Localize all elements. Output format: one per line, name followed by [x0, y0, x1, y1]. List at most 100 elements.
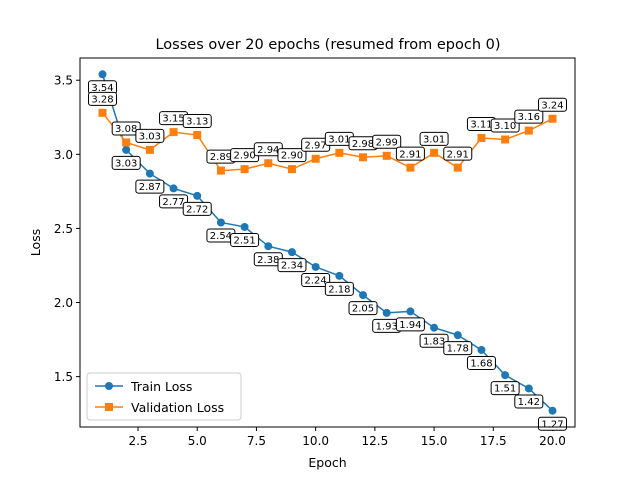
- chart-title: Losses over 20 epochs (resumed from epoc…: [155, 37, 500, 53]
- train-loss-label-box: [182, 201, 212, 216]
- train-loss-label-box: [230, 232, 260, 247]
- train-loss-point: [98, 70, 107, 79]
- y-tick-label: 1.5: [54, 370, 73, 384]
- train-loss-data-label: 1.68: [470, 359, 492, 370]
- y-tick-label: 3.5: [54, 74, 73, 88]
- train-loss-label-box: [111, 155, 141, 170]
- train-loss-data-label: 2.87: [139, 182, 161, 193]
- legend-validation-label: Validation Loss: [131, 400, 224, 415]
- validation-loss-label-box: [88, 91, 117, 106]
- validation-loss-point: [501, 135, 510, 144]
- validation-loss-data-label: 2.99: [376, 137, 398, 148]
- validation-loss-point: [264, 159, 273, 168]
- series-layer: [98, 70, 557, 415]
- train-loss-data-label: 1.93: [376, 321, 398, 332]
- train-loss-label-box: [395, 317, 425, 332]
- y-axis-label: Loss: [28, 229, 43, 256]
- x-tick-label: 17.5: [480, 434, 507, 448]
- validation-loss-point: [524, 126, 533, 135]
- validation-loss-data-label: 3.15: [162, 114, 184, 125]
- validation-loss-data-label: 3.11: [470, 120, 492, 131]
- validation-loss-data-label: 2.97: [305, 140, 327, 151]
- train-loss-point: [122, 145, 131, 154]
- train-loss-point: [430, 323, 439, 332]
- validation-loss-point: [169, 128, 178, 137]
- train-loss-label-box: [490, 381, 520, 396]
- validation-loss-data-label: 3.01: [423, 134, 445, 145]
- legend-train-label: Train Loss: [130, 379, 192, 394]
- data-labels: 3.54 3.03 2.872.772.72 2.54 2.512.382.342.24…: [88, 80, 567, 431]
- train-loss-label-box: [277, 258, 307, 273]
- legend-train-marker: [105, 382, 113, 390]
- x-tick-label: 2.5: [128, 434, 147, 448]
- train-loss-label-box: [324, 281, 354, 296]
- train-loss-data-label: 1.42: [518, 397, 540, 408]
- x-tick-label: 12.5: [362, 434, 389, 448]
- train-loss-data-label: 2.18: [328, 284, 350, 295]
- train-loss-label-box: [301, 272, 331, 287]
- y-tick-label: 2.5: [54, 222, 73, 236]
- validation-loss-point: [335, 148, 344, 157]
- train-loss-point: [524, 384, 533, 393]
- train-loss-data-label: 2.54: [210, 231, 232, 242]
- train-loss-data-label: 2.77: [162, 197, 184, 208]
- train-loss-data-label: 1.51: [494, 384, 516, 395]
- validation-loss-label-box: [395, 146, 425, 161]
- validation-loss-point: [311, 154, 320, 163]
- validation-loss-label-box: [372, 134, 402, 149]
- validation-loss-point: [453, 163, 462, 172]
- x-tick-label: 15.0: [421, 434, 448, 448]
- train-loss-data-label: 1.94: [399, 320, 421, 331]
- y-tick-label: 2.0: [54, 296, 73, 310]
- validation-loss-point: [98, 108, 107, 117]
- validation-loss-label-box: [419, 131, 449, 146]
- train-loss-label-box: [443, 341, 473, 356]
- train-loss-point: [477, 345, 486, 354]
- validation-loss-point: [287, 165, 296, 174]
- train-loss-data-label: 1.27: [541, 419, 563, 430]
- x-tick-label: 5.0: [188, 434, 207, 448]
- y-tick-label: 3.0: [54, 148, 73, 162]
- train-loss-label-box: [159, 194, 189, 209]
- validation-loss-data-label: 2.90: [233, 151, 255, 162]
- train-loss-label-box: [466, 355, 496, 370]
- validation-loss-point: [145, 145, 154, 154]
- legend: Train Loss Validation Loss: [86, 372, 242, 421]
- validation-loss-data-label: 2.94: [257, 145, 279, 156]
- plot-frame: [79, 57, 576, 428]
- train-loss-point: [453, 331, 462, 340]
- validation-loss-data-label: 2.91: [399, 149, 421, 160]
- validation-loss-point: [359, 153, 368, 162]
- train-loss-point: [311, 262, 320, 271]
- train-loss-point: [406, 307, 415, 316]
- validation-loss-label-box: [538, 97, 567, 112]
- train-loss-data-label: 2.05: [352, 304, 374, 315]
- train-loss-point: [264, 242, 273, 251]
- validation-loss-data-label: 2.98: [352, 139, 374, 150]
- validation-loss-label-box: [490, 118, 520, 133]
- train-loss-point: [240, 222, 249, 231]
- x-tick-label: 10.0: [302, 434, 329, 448]
- validation-loss-label-box: [182, 114, 212, 129]
- validation-loss-point: [477, 134, 486, 143]
- legend-validation-marker: [105, 403, 113, 411]
- x-axis-label: Epoch: [308, 455, 346, 470]
- train-loss-label-box: [135, 179, 165, 194]
- train-loss-label-box: [514, 394, 544, 409]
- validation-loss-label-box: [443, 146, 473, 161]
- validation-loss-data-label: 3.28: [91, 94, 113, 105]
- validation-loss-data-label: 3.13: [186, 117, 208, 128]
- validation-loss-data-label: 3.10: [494, 121, 516, 132]
- train-loss-data-label: 2.51: [233, 236, 255, 247]
- validation-loss-point: [548, 114, 557, 123]
- validation-loss-label-box: [135, 128, 165, 143]
- validation-loss-point: [430, 148, 439, 157]
- train-loss-point: [501, 371, 510, 380]
- train-loss-data-label: 2.38: [257, 255, 279, 266]
- train-loss-point: [382, 308, 391, 317]
- validation-loss-label-box: [111, 121, 141, 136]
- validation-loss-data-label: 3.16: [518, 112, 540, 123]
- train-loss-data-label: 2.24: [305, 276, 327, 287]
- train-loss-point: [216, 218, 225, 227]
